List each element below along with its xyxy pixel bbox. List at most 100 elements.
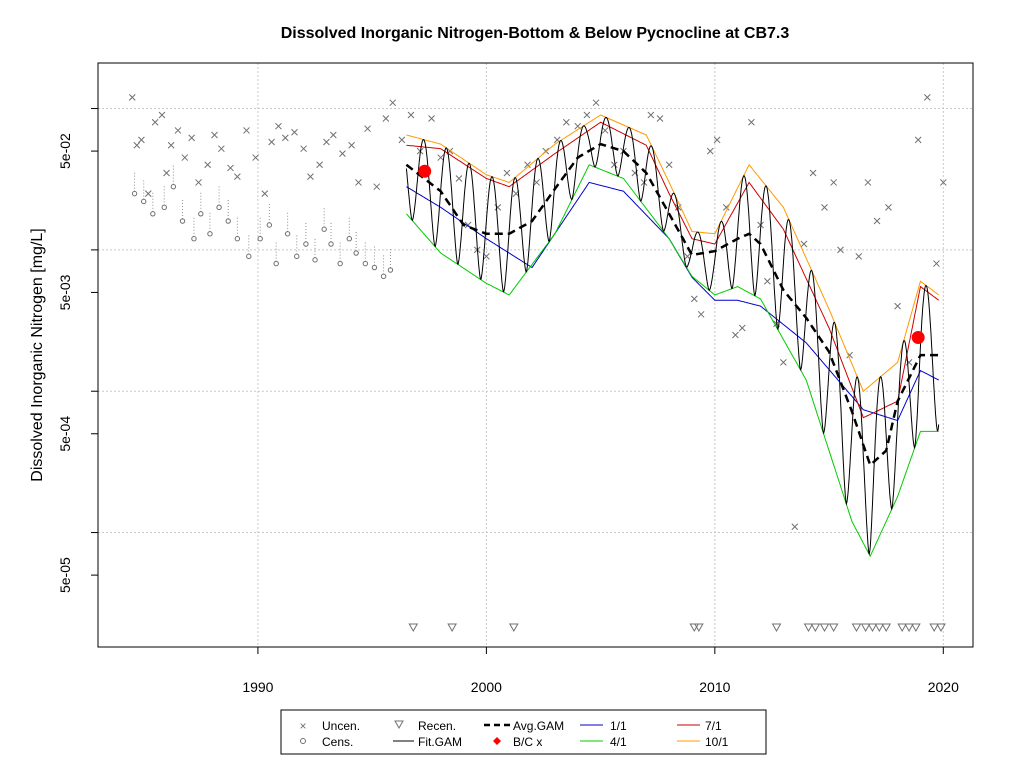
censored-point — [273, 260, 279, 267]
uncensored-point — [873, 217, 881, 225]
uncensored-point — [690, 295, 698, 303]
uncensored-point — [218, 145, 225, 153]
uncensored-point — [364, 125, 371, 133]
uncensored-point — [167, 141, 175, 149]
uncensored-point — [163, 169, 170, 177]
uncensored-point — [562, 118, 570, 126]
censored-point — [207, 231, 213, 237]
y-tick-label: 5e-02 — [57, 133, 73, 169]
recensored-point — [851, 623, 862, 633]
uncensored-point — [181, 154, 189, 161]
censored-point — [191, 235, 197, 242]
y-axis: 5e-05 5e-04 5e-03 5e-02 — [57, 108, 98, 593]
uncensored-point — [780, 359, 787, 366]
uncensored-point — [355, 179, 362, 186]
legend-fitgam-label: Fit.GAM — [418, 735, 462, 749]
uncensored-point — [855, 252, 863, 260]
uncensored-point — [275, 122, 282, 130]
recensored-point — [904, 623, 914, 633]
censored-point — [266, 222, 273, 228]
uncensored-point — [923, 93, 931, 101]
censored-point — [380, 273, 387, 280]
uncensored-point — [128, 93, 136, 101]
uncensored-point — [144, 190, 152, 197]
uncensored-point — [656, 115, 664, 122]
recensored-point — [828, 623, 839, 633]
uncensored-point — [732, 331, 739, 339]
censored-point — [170, 183, 177, 190]
uncensored-point — [300, 145, 307, 153]
uncensored-point — [610, 161, 618, 169]
uncensored-point — [665, 161, 673, 169]
uncensored-point — [684, 252, 691, 260]
censored-point — [321, 226, 327, 232]
recensored-point — [936, 623, 946, 633]
legend-uncen-marker: × — [299, 719, 306, 733]
uncensored-point — [864, 179, 872, 186]
uncensored-point — [261, 190, 269, 197]
uncensored-point — [329, 131, 337, 139]
uncensored-point — [316, 161, 323, 169]
legend-s7-label: 7/1 — [705, 719, 722, 733]
uncensored-point — [188, 134, 196, 142]
legend-s10-label: 10/1 — [705, 735, 729, 749]
recensored-point — [860, 623, 871, 633]
legend-cens-marker — [300, 738, 306, 744]
x-tick-label: 1990 — [242, 679, 273, 695]
uncensored-point — [885, 203, 892, 211]
legend-box — [280, 709, 767, 755]
censored-point — [353, 250, 359, 256]
censored-point — [337, 260, 343, 267]
uncensored-point — [174, 127, 182, 134]
legend-uncen-label: Uncen. — [322, 719, 360, 733]
grid — [98, 63, 973, 647]
censored-point — [246, 253, 252, 260]
legend-s4-label: 4/1 — [610, 735, 627, 749]
uncensored-point — [830, 179, 837, 186]
x-tick-label: 2020 — [928, 679, 959, 695]
recensored-point — [929, 623, 940, 633]
fit-gam-line — [405, 116, 940, 556]
seasonal-line-10-1 — [406, 114, 939, 392]
recensored-point — [693, 623, 704, 633]
censored-point — [371, 264, 378, 271]
uncensored-point — [939, 179, 947, 186]
censored-point — [328, 241, 334, 247]
uncensored-point — [821, 203, 828, 211]
censored-point — [257, 235, 263, 242]
bc-point — [911, 330, 925, 344]
recensored-point — [408, 623, 419, 633]
uncensored-point — [195, 179, 202, 186]
uncensored-point — [494, 203, 502, 211]
legend-avggam-label: Avg.GAM — [513, 719, 564, 733]
uncensored-point — [389, 99, 397, 107]
y-tick-label: 5e-05 — [57, 557, 73, 593]
uncensored-point — [800, 240, 808, 248]
uncensored-point — [713, 136, 721, 144]
seasonal-line-7-1 — [406, 121, 940, 419]
uncensored-point — [601, 127, 609, 134]
uncensored-point — [204, 161, 212, 169]
uncensored-point — [455, 175, 463, 182]
uncensored-point — [382, 115, 390, 122]
uncensored-point — [483, 252, 490, 260]
uncensored-point — [138, 136, 145, 144]
uncensored-point — [837, 246, 844, 254]
uncensored-point — [647, 111, 655, 119]
recensored-point — [447, 623, 457, 633]
uncensored-point — [738, 324, 746, 332]
uncensored-point — [503, 169, 511, 177]
uncensored-point — [398, 136, 406, 144]
censored-point — [284, 231, 291, 237]
uncensored-point — [592, 99, 600, 107]
uncensored-point — [133, 141, 141, 149]
censored-point — [131, 190, 138, 197]
censored-point — [387, 267, 394, 273]
x-tick-label: 2000 — [471, 679, 502, 695]
uncensored-point — [407, 111, 415, 119]
y-axis-label: Dissolved Inorganic Nitrogen [mg/L] — [29, 228, 46, 481]
recensored-point — [911, 623, 921, 633]
uncensored-point — [428, 115, 435, 122]
recensored-point — [897, 623, 908, 633]
uncensored-point — [268, 138, 275, 146]
